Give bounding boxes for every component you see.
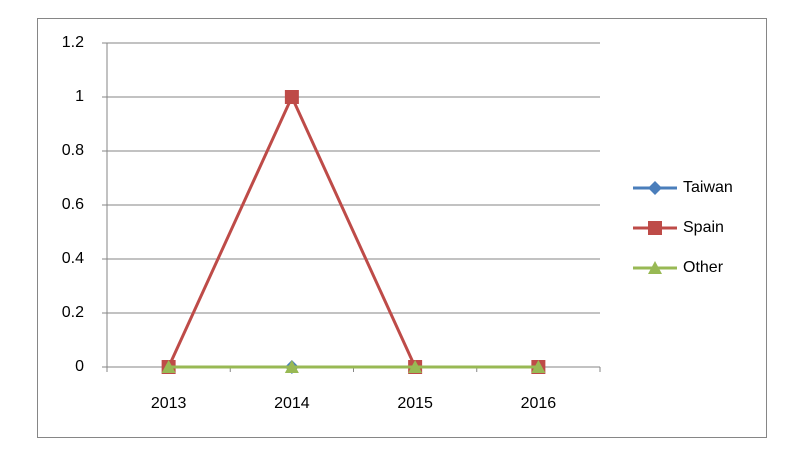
data-point xyxy=(161,360,176,373)
y-tick-label: 0 xyxy=(75,358,84,375)
data-point xyxy=(531,360,546,373)
y-tick-label: 0.8 xyxy=(62,142,84,159)
legend-marker xyxy=(648,181,662,195)
data-point xyxy=(408,360,423,373)
y-tick-label: 1 xyxy=(75,88,84,105)
y-tick-label: 0.2 xyxy=(62,304,84,321)
legend-label: Spain xyxy=(683,219,724,236)
y-tick-label: 0.6 xyxy=(62,196,84,213)
legend-label: Other xyxy=(683,259,724,276)
x-tick-label: 2013 xyxy=(151,395,187,412)
x-tick-label: 2015 xyxy=(397,395,433,412)
data-point xyxy=(284,360,299,373)
legend-marker xyxy=(648,221,662,235)
x-tick-label: 2016 xyxy=(521,395,557,412)
legend-marker xyxy=(648,261,662,274)
x-tick-label: 2014 xyxy=(274,395,310,412)
y-tick-label: 1.2 xyxy=(62,34,84,51)
legend-label: Taiwan xyxy=(683,179,733,196)
y-tick-label: 0.4 xyxy=(62,250,84,267)
data-point xyxy=(284,90,299,104)
